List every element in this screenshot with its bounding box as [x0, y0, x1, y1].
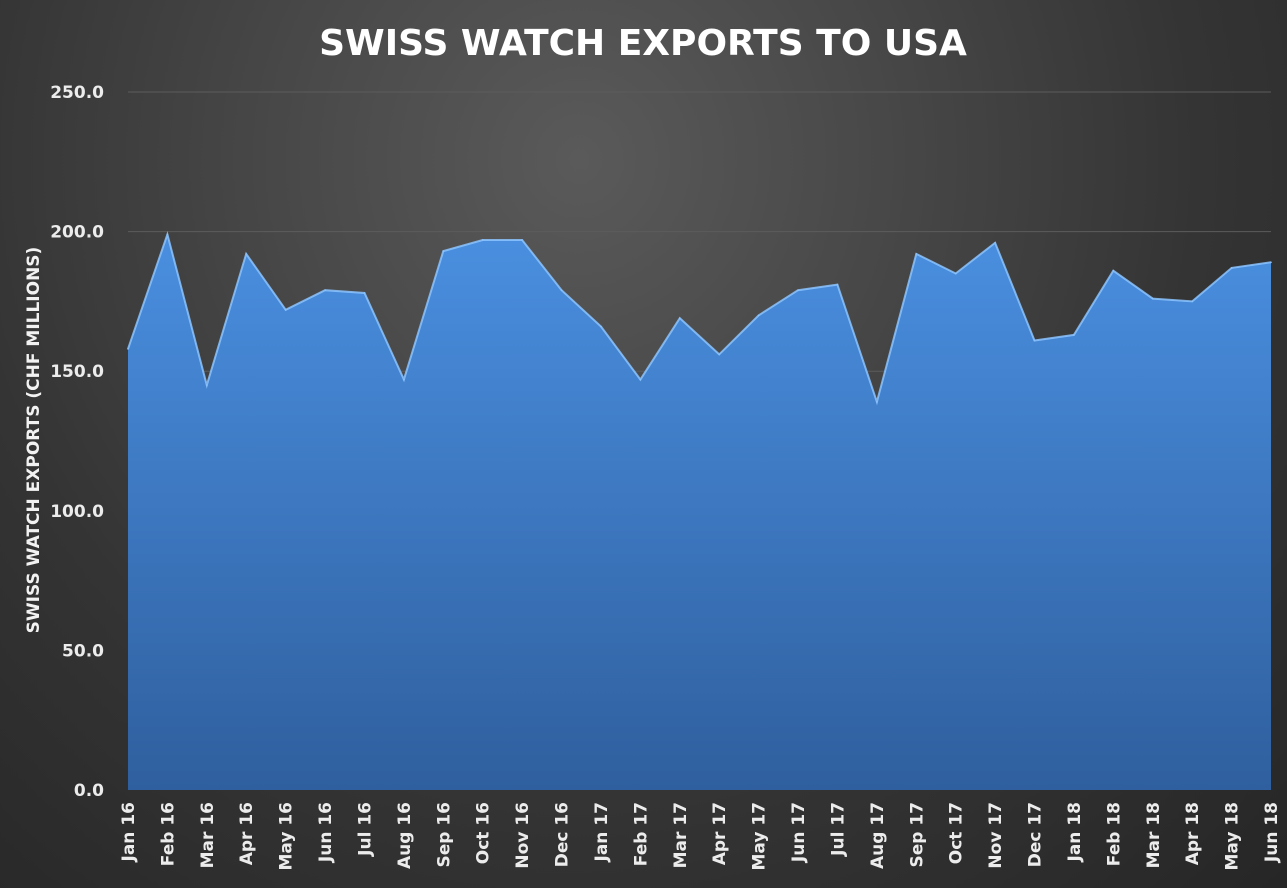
data-point-sep-17: [915, 253, 918, 255]
data-point-mar-16: [206, 384, 208, 387]
data-point-aug-17: [876, 401, 878, 403]
x-tick-label: Mar 18: [1144, 802, 1164, 868]
data-point-feb-17: [639, 378, 642, 381]
x-tick-label: Nov 17: [986, 802, 1006, 869]
data-point-nov-17: [994, 242, 996, 244]
data-point-apr-18: [1191, 300, 1193, 303]
data-point-jun-18: [1270, 261, 1272, 264]
x-tick-label: Sep 17: [907, 802, 927, 868]
data-point-jun-17: [797, 289, 799, 292]
data-point-oct-16: [481, 239, 484, 241]
x-tick-label: Mar 17: [671, 802, 691, 868]
x-tick-label: Feb 16: [158, 802, 178, 866]
data-point-jul-16: [363, 292, 366, 294]
y-tick-label: 100.0: [50, 502, 104, 522]
data-point-jan-17: [600, 325, 602, 328]
data-point-mar-17: [679, 317, 681, 320]
data-point-apr-16: [245, 253, 247, 255]
data-point-jun-16: [324, 289, 326, 292]
x-tick-label: Feb 17: [631, 802, 651, 866]
y-tick-label: 250.0: [50, 83, 104, 103]
x-tick-label: Jun 18: [1262, 802, 1282, 863]
data-point-may-16: [284, 309, 287, 311]
x-tick-label: Oct 16: [474, 802, 494, 864]
y-tick-labels: 0.0 50.0 100.0 150.0 200.0 250.0: [50, 83, 104, 801]
x-tick-labels: Jan 16 Feb 16 Mar 16 Apr 16 May 16 Jun 16 Jul …: [119, 802, 1282, 871]
x-tick-label: Jun 17: [789, 802, 809, 863]
x-tick-label: Mar 16: [198, 802, 218, 868]
y-tick-label: 50.0: [62, 641, 104, 661]
data-area: [127, 230, 1272, 790]
x-tick-label: Aug 17: [868, 802, 888, 869]
data-point-feb-16: [166, 233, 169, 236]
x-tick-label: Feb 18: [1104, 802, 1124, 866]
x-tick-label: Jun 16: [316, 802, 336, 863]
data-point-aug-16: [403, 378, 405, 381]
x-tick-label: Jan 17: [592, 802, 612, 862]
x-tick-label: Jul 16: [356, 802, 376, 857]
data-point-jul-17: [836, 283, 839, 286]
x-tick-label: Jan 18: [1065, 802, 1085, 862]
data-point-apr-17: [718, 353, 720, 356]
data-point-oct-17: [954, 272, 957, 275]
x-tick-label: Aug 16: [395, 802, 415, 869]
y-tick-label: 200.0: [50, 223, 104, 243]
data-point-nov-16: [521, 239, 523, 241]
data-point-dec-17: [1033, 339, 1036, 342]
data-point-jan-18: [1073, 334, 1075, 336]
x-tick-label: Jul 17: [828, 802, 848, 857]
data-point-may-18: [1230, 267, 1233, 269]
x-tick-label: Oct 17: [947, 802, 967, 864]
y-axis-label: SWISS WATCH EXPORTS (CHF MILLIONS): [24, 247, 44, 634]
y-tick-label: 0.0: [74, 781, 104, 801]
y-tick-label: 150.0: [50, 362, 104, 382]
x-tick-label: May 17: [750, 802, 770, 871]
x-tick-label: May 16: [277, 802, 297, 871]
x-tick-label: Dec 17: [1026, 802, 1046, 867]
x-tick-label: Apr 18: [1183, 802, 1203, 865]
data-point-dec-16: [560, 289, 563, 292]
area-top-edge: [127, 230, 1272, 406]
x-tick-label: Apr 17: [710, 802, 730, 865]
data-point-jan-16: [127, 348, 129, 350]
x-tick-label: Apr 16: [237, 802, 257, 865]
area-fill: [128, 234, 1271, 790]
data-point-feb-18: [1112, 269, 1115, 272]
data-point-mar-18: [1152, 297, 1154, 300]
data-point-sep-16: [442, 250, 445, 252]
x-tick-label: Jan 16: [119, 802, 139, 862]
x-tick-label: May 18: [1223, 802, 1243, 871]
chart-title: SWISS WATCH EXPORTS TO USA: [319, 23, 967, 64]
x-tick-label: Sep 16: [434, 802, 454, 868]
data-point-may-17: [757, 314, 760, 317]
x-tick-label: Nov 16: [513, 802, 533, 869]
x-tick-label: Dec 16: [553, 802, 573, 867]
